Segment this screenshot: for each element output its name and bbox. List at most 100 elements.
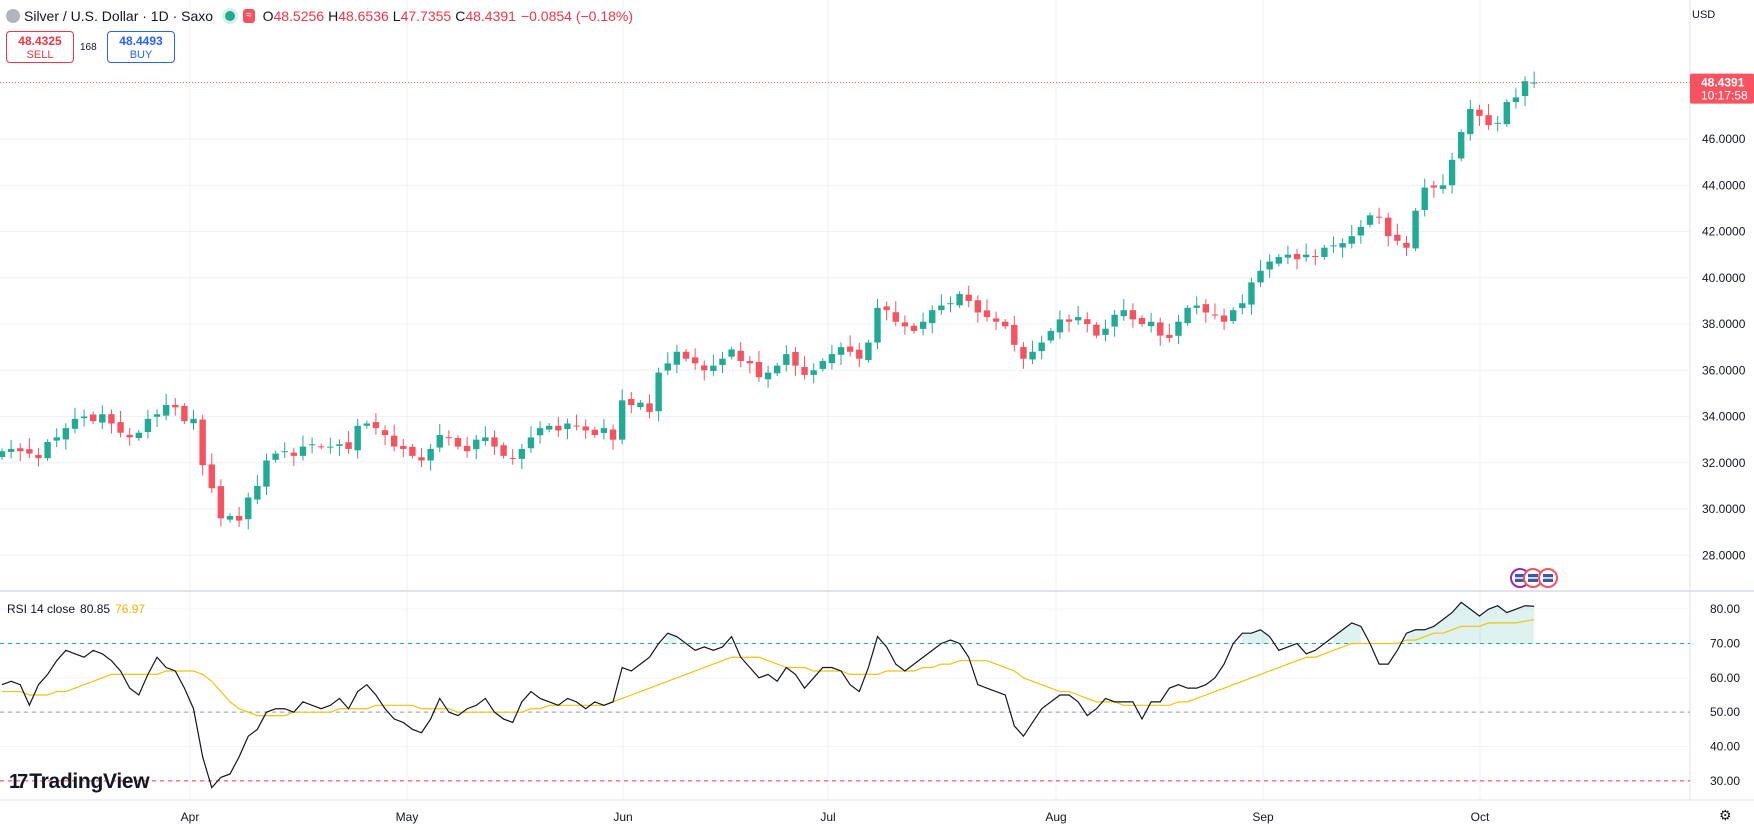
candle-body[interactable] — [1184, 307, 1191, 324]
candle-body[interactable] — [1330, 245, 1337, 247]
candle-body[interactable] — [473, 439, 480, 450]
candle-body[interactable] — [1458, 132, 1465, 159]
candle-body[interactable] — [162, 404, 170, 416]
candle-body[interactable] — [1348, 236, 1355, 244]
candle-body[interactable] — [883, 306, 890, 311]
candle-body[interactable] — [1011, 324, 1018, 345]
candle-body[interactable] — [71, 418, 79, 429]
candle-body[interactable] — [983, 310, 991, 318]
candle-body[interactable] — [564, 423, 571, 430]
gear-icon[interactable]: ⚙ — [1719, 807, 1732, 823]
symbol-logo-icon[interactable] — [6, 9, 20, 23]
candle-body[interactable] — [929, 310, 936, 324]
candle-body[interactable] — [400, 445, 407, 449]
candle-body[interactable] — [436, 435, 443, 448]
candle-body[interactable] — [1220, 315, 1228, 322]
wave-icon[interactable]: ≈ — [243, 9, 255, 23]
candle-body[interactable] — [719, 358, 726, 365]
candle-body[interactable] — [1102, 328, 1109, 335]
last-price-badge[interactable] — [1690, 73, 1754, 104]
symbol-title[interactable]: Silver / U.S. Dollar · 1D · Saxo — [24, 8, 214, 24]
candle-body[interactable] — [1302, 254, 1310, 258]
candle-body[interactable] — [1403, 242, 1410, 248]
candle-body[interactable] — [1093, 324, 1100, 336]
candle-body[interactable] — [1275, 256, 1282, 264]
candle-body[interactable] — [1494, 122, 1501, 124]
candle-body[interactable] — [637, 402, 644, 408]
rsi-ma-line[interactable] — [2, 618, 1535, 717]
candle-body[interactable] — [44, 441, 51, 459]
candle-body[interactable] — [837, 347, 845, 355]
candle-body[interactable] — [1503, 102, 1510, 125]
candle-body[interactable] — [509, 457, 516, 459]
candle-body[interactable] — [1239, 303, 1246, 309]
candle-body[interactable] — [336, 444, 343, 446]
candle-body[interactable] — [682, 351, 690, 359]
candle-body[interactable] — [1120, 310, 1127, 317]
candle-body[interactable] — [318, 446, 325, 448]
candle-body[interactable] — [299, 446, 307, 456]
candle-body[interactable] — [536, 428, 544, 436]
candle-body[interactable] — [992, 318, 1000, 322]
rsi-line[interactable] — [1, 601, 1535, 789]
candle-body[interactable] — [628, 398, 635, 405]
candle-body[interactable] — [1166, 334, 1173, 338]
candle-body[interactable] — [491, 437, 498, 447]
market-open-icon[interactable] — [225, 11, 236, 21]
candle-body[interactable] — [90, 414, 97, 422]
candle-body[interactable] — [546, 425, 553, 430]
candle-body[interactable] — [235, 515, 243, 521]
candle-body[interactable] — [1175, 321, 1182, 336]
candle-body[interactable] — [35, 454, 42, 459]
candle-body[interactable] — [217, 486, 225, 519]
candle-body[interactable] — [172, 404, 179, 408]
candle-body[interactable] — [1530, 82, 1538, 84]
candle-body[interactable] — [764, 372, 772, 380]
candle-body[interactable] — [1056, 319, 1064, 333]
candle-body[interactable] — [1202, 304, 1210, 313]
currency-selector[interactable]: USD — [1692, 9, 1716, 21]
candle-body[interactable] — [463, 445, 471, 452]
candle-body[interactable] — [62, 428, 70, 440]
candle-body[interactable] — [1521, 81, 1529, 96]
candle-body[interactable] — [1266, 261, 1273, 270]
sell-button[interactable]: 48.4325 SELL — [6, 31, 74, 63]
candle-body[interactable] — [245, 497, 252, 520]
candle-body[interactable] — [26, 449, 33, 454]
candle-body[interactable] — [308, 444, 316, 446]
candle-body[interactable] — [591, 429, 598, 436]
candle-body[interactable] — [327, 446, 334, 448]
tradingview-logo[interactable]: 17 TradingView — [9, 770, 150, 794]
candle-body[interactable] — [409, 446, 416, 456]
candle-body[interactable] — [290, 452, 298, 456]
candle-body[interactable] — [144, 418, 152, 433]
candle-body[interactable] — [801, 367, 808, 375]
candle-body[interactable] — [1448, 159, 1456, 186]
candle-body[interactable] — [272, 453, 279, 460]
candle-body[interactable] — [965, 294, 972, 301]
candle-body[interactable] — [947, 303, 954, 305]
candle-body[interactable] — [1512, 97, 1520, 103]
candle-body[interactable] — [254, 485, 261, 500]
candle-body[interactable] — [1193, 305, 1200, 308]
candle-body[interactable] — [226, 515, 234, 520]
candle-body[interactable] — [774, 365, 781, 374]
candle-body[interactable] — [1111, 314, 1118, 327]
candle-body[interactable] — [390, 435, 398, 447]
candle-body[interactable] — [810, 370, 817, 375]
candle-body[interactable] — [418, 457, 425, 461]
candle-body[interactable] — [755, 361, 763, 378]
candle-body[interactable] — [135, 432, 142, 439]
candle-body[interactable] — [427, 448, 434, 461]
candle-body[interactable] — [527, 437, 535, 449]
candle-body[interactable] — [181, 405, 188, 422]
candle-body[interactable] — [445, 437, 453, 439]
candle-body[interactable] — [1248, 282, 1255, 305]
candle-body[interactable] — [1430, 185, 1438, 188]
candle-body[interactable] — [1375, 216, 1383, 218]
candle-body[interactable] — [1412, 210, 1419, 249]
candle-body[interactable] — [901, 322, 909, 327]
candle-body[interactable] — [1020, 346, 1027, 359]
candle-body[interactable] — [919, 321, 927, 329]
